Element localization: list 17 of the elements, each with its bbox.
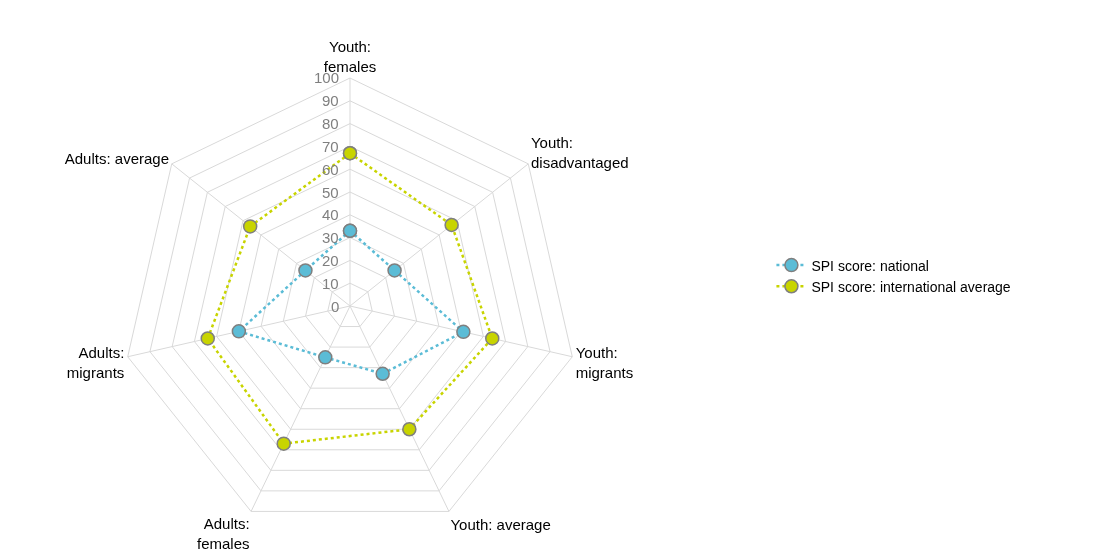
spoke-label: Youth: average: [450, 516, 551, 534]
y-tick-label: 90: [322, 92, 339, 109]
spoke-label: Adults: migrants: [66, 344, 125, 381]
spoke-label: Youth: disadvantaged: [530, 134, 629, 171]
y-tick-label: 80: [322, 115, 339, 132]
y-tick-label: 40: [322, 206, 339, 223]
spoke-label: Adults: females: [197, 515, 250, 552]
spoke-label: Adults: average: [64, 149, 170, 167]
y-tick-label: 10: [322, 275, 339, 292]
y-tick-label: 70: [322, 138, 339, 155]
legend-label: SPI score: national: [811, 257, 929, 274]
y-tick-label: 30: [322, 229, 339, 246]
y-tick-label: 0: [331, 298, 340, 315]
y-tick-label: 50: [322, 184, 339, 201]
legend-label: SPI score: international average: [811, 278, 1011, 295]
y-tick-label: 20: [322, 252, 339, 269]
spoke-label: Youth: migrants: [575, 344, 634, 381]
